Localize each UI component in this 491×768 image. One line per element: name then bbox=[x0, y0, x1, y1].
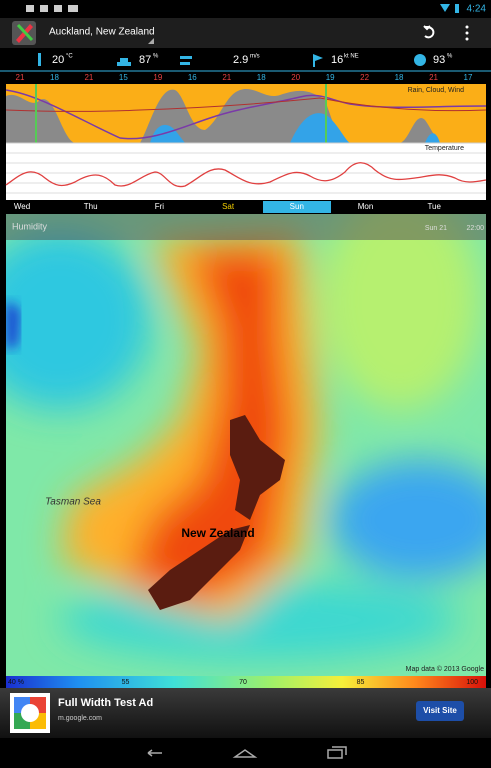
temperature-chart bbox=[5, 142, 487, 200]
tasman-sea-label: Tasman Sea bbox=[45, 497, 101, 508]
humidity-value: 93 bbox=[433, 54, 445, 66]
ad-url: m.google.com bbox=[58, 715, 102, 722]
map-layer[interactable]: Humidity bbox=[12, 221, 48, 231]
cloud-unit: % bbox=[153, 54, 159, 60]
visit-site-button[interactable] bbox=[416, 701, 464, 721]
hour-label: 18 bbox=[257, 73, 266, 82]
rain-chart bbox=[5, 84, 487, 200]
wind-unit: m/s bbox=[250, 54, 260, 60]
humidity-map: Tasman Sea New Zealand Map data © 2013 G… bbox=[6, 214, 486, 676]
legend-label: 70 bbox=[239, 679, 247, 686]
cloud-value: 87 bbox=[139, 54, 151, 66]
legend-labels: 40 % 55 70 85 100 bbox=[8, 679, 478, 686]
temperature-chart-label: Temperature bbox=[425, 145, 464, 152]
map-day: Sun 21 bbox=[425, 225, 447, 232]
hour-label: 18 bbox=[395, 73, 404, 82]
recents-button[interactable] bbox=[327, 746, 347, 759]
selected-day bbox=[263, 201, 331, 213]
day-label: Mon bbox=[358, 202, 374, 211]
status-icons bbox=[26, 4, 459, 13]
hour-label: 21 bbox=[429, 73, 438, 82]
ad-title: Full Width Test Ad bbox=[58, 697, 153, 709]
hour-label: 19 bbox=[326, 73, 335, 82]
map-header bbox=[6, 214, 486, 240]
app-bar bbox=[0, 18, 491, 48]
new-zealand-label: New Zealand bbox=[181, 526, 254, 540]
day-label: Wed bbox=[14, 202, 30, 211]
ad-logo bbox=[10, 693, 50, 733]
rain-chart-label: Rain, Cloud, Wind bbox=[408, 87, 465, 94]
home-button[interactable] bbox=[232, 749, 258, 758]
status-time: 4:24 bbox=[467, 4, 487, 15]
condition-icons bbox=[38, 53, 426, 67]
hours-row bbox=[0, 72, 491, 84]
map-time: 22:00 bbox=[466, 225, 484, 232]
conditions: 20 °C 87 % 2.9 m/s 16 kt NE 93 % bbox=[52, 54, 453, 66]
hour-label: 18 bbox=[50, 73, 59, 82]
hour-label: 19 bbox=[153, 73, 162, 82]
day-row bbox=[0, 200, 491, 214]
map-attribution: Map data © 2013 Google bbox=[406, 665, 484, 673]
back-button[interactable] bbox=[147, 749, 162, 757]
legend-label: 55 bbox=[122, 679, 130, 686]
hour-label: 21 bbox=[16, 73, 25, 82]
hour-label: 15 bbox=[119, 73, 128, 82]
gust-unit: kt NE bbox=[344, 54, 359, 60]
visit-site-label[interactable]: Visit Site bbox=[423, 706, 457, 715]
status-bar bbox=[0, 0, 491, 18]
legend-bar bbox=[6, 676, 486, 688]
hour-label: 17 bbox=[464, 73, 473, 82]
nav-buttons bbox=[147, 746, 347, 759]
ad-banner[interactable] bbox=[0, 688, 491, 738]
overflow-menu[interactable] bbox=[465, 25, 469, 41]
temperature-unit: °C bbox=[66, 54, 73, 60]
legend-label: 100 bbox=[466, 679, 478, 686]
day-labels: Wed Thu Fri Sat Sun Mon Tue bbox=[14, 202, 442, 211]
gust-value: 16 bbox=[331, 54, 343, 66]
hour-label: 16 bbox=[188, 73, 197, 82]
refresh-button[interactable] bbox=[423, 25, 435, 39]
humidity-unit: % bbox=[447, 54, 453, 60]
hour-label: 21 bbox=[84, 73, 93, 82]
day-label: Fri bbox=[155, 202, 165, 211]
hour-label: 22 bbox=[360, 73, 369, 82]
day-label: Tue bbox=[427, 202, 441, 211]
hour-label: 21 bbox=[222, 73, 231, 82]
day-label: Thu bbox=[84, 202, 98, 211]
app-icon bbox=[12, 21, 36, 45]
legend-label: 85 bbox=[357, 679, 365, 686]
day-label: Sat bbox=[222, 202, 235, 211]
conditions-row bbox=[0, 48, 491, 72]
hour-label: 20 bbox=[291, 73, 300, 82]
hour-labels: 21 18 21 15 19 16 21 18 20 19 22 18 21 17 bbox=[16, 73, 473, 82]
location[interactable]: Auckland, New Zealand bbox=[49, 27, 155, 38]
temperature-value: 20 bbox=[52, 54, 64, 66]
legend-label: 40 % bbox=[8, 679, 24, 686]
day-label: Sun bbox=[290, 202, 304, 211]
nav-bar bbox=[0, 738, 491, 768]
dropdown-mark bbox=[148, 38, 154, 44]
wind-value: 2.9 bbox=[233, 54, 248, 66]
